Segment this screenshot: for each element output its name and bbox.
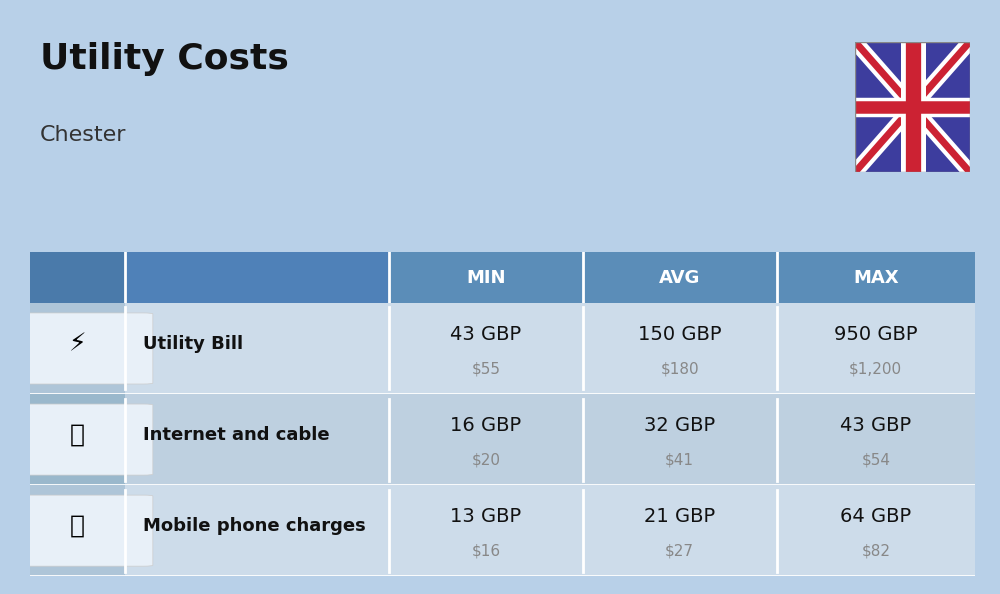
- Bar: [30, 303, 124, 394]
- Text: 16 GBP: 16 GBP: [450, 416, 522, 435]
- Bar: [124, 252, 389, 303]
- Text: $20: $20: [471, 452, 500, 467]
- Text: $82: $82: [861, 543, 890, 558]
- Text: $55: $55: [471, 361, 500, 376]
- Text: 32 GBP: 32 GBP: [644, 416, 715, 435]
- Text: ⚡: ⚡: [68, 332, 86, 356]
- Text: $180: $180: [660, 361, 699, 376]
- Text: 43 GBP: 43 GBP: [450, 326, 522, 345]
- Text: $27: $27: [665, 543, 694, 558]
- Text: 21 GBP: 21 GBP: [644, 507, 715, 526]
- Text: Utility Bill: Utility Bill: [143, 335, 244, 353]
- FancyBboxPatch shape: [2, 313, 153, 384]
- Text: $41: $41: [665, 452, 694, 467]
- Text: $16: $16: [471, 543, 501, 558]
- Text: 950 GBP: 950 GBP: [834, 326, 918, 345]
- Text: 150 GBP: 150 GBP: [638, 326, 721, 345]
- Text: Chester: Chester: [40, 125, 126, 145]
- Text: Utility Costs: Utility Costs: [40, 42, 289, 75]
- FancyBboxPatch shape: [2, 495, 153, 566]
- Text: 13 GBP: 13 GBP: [450, 507, 522, 526]
- Text: AVG: AVG: [659, 268, 700, 287]
- Text: 43 GBP: 43 GBP: [840, 416, 911, 435]
- FancyBboxPatch shape: [2, 404, 153, 475]
- Text: Internet and cable: Internet and cable: [143, 426, 330, 444]
- Text: MIN: MIN: [466, 268, 506, 287]
- Bar: [30, 485, 124, 576]
- Text: 📡: 📡: [70, 423, 85, 447]
- Text: 📱: 📱: [70, 514, 85, 538]
- Bar: [30, 394, 124, 485]
- Text: 64 GBP: 64 GBP: [840, 507, 911, 526]
- Bar: [30, 252, 124, 303]
- Text: Mobile phone charges: Mobile phone charges: [143, 517, 366, 535]
- Text: MAX: MAX: [853, 268, 899, 287]
- Text: $54: $54: [861, 452, 890, 467]
- Text: $1,200: $1,200: [849, 361, 902, 376]
